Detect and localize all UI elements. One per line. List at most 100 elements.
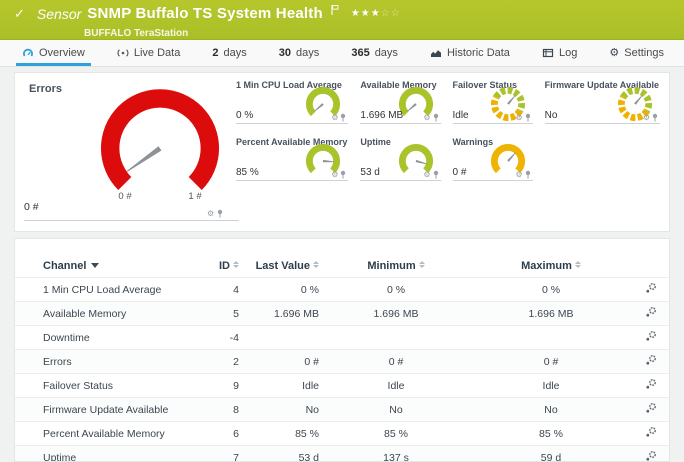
pin-icon[interactable] <box>217 209 223 218</box>
tab-label: Settings <box>624 47 664 59</box>
cell-channel[interactable]: Available Memory <box>15 301 203 326</box>
cell-channel[interactable]: Failover Status <box>15 373 203 398</box>
gauge-title: Available Memory <box>360 80 437 90</box>
tab-historic-data[interactable]: Historic Data <box>424 40 516 66</box>
gauge-available-memory: Available Memory 1.696 MB ⚙ <box>357 75 449 132</box>
gauge-value: No <box>544 110 558 121</box>
gauge-title: Failover Status <box>452 80 518 90</box>
sort-icon <box>418 260 425 268</box>
gear-icon[interactable]: ⚙ <box>331 169 339 179</box>
errors-gauge-dial <box>100 89 220 191</box>
gear-icon[interactable]: ⚙ <box>515 112 523 122</box>
divider <box>24 220 239 221</box>
channel-settings-icon[interactable] <box>645 355 657 369</box>
gauge-dial <box>398 144 433 174</box>
gauge-failover-status: Failover Status Idle ⚙ <box>450 75 542 132</box>
cell-channel[interactable]: Downtime <box>15 325 203 350</box>
pin-icon[interactable] <box>525 170 531 179</box>
tab-label: Log <box>558 47 578 59</box>
chart-icon <box>430 50 441 57</box>
channel-settings-icon[interactable] <box>645 427 657 441</box>
gear-icon[interactable]: ⚙ <box>331 112 339 122</box>
column-header-channel[interactable]: Channel <box>15 255 203 278</box>
stars-filled: ★★★ <box>350 8 381 19</box>
gauge-scale-max: 1 # <box>188 191 202 202</box>
column-header-maximum[interactable]: Maximum <box>467 255 635 278</box>
parent-device-link[interactable]: BUFFALO TeraStation <box>84 28 189 39</box>
cell-id: 7 <box>203 445 245 461</box>
table-header-row: Channel ID Last Value Minimum Maximum <box>15 255 669 278</box>
tab-overview[interactable]: Overview <box>16 40 91 66</box>
channel-settings-icon[interactable] <box>645 403 657 417</box>
channel-settings-icon[interactable] <box>645 331 657 345</box>
cell-last-value: 0 # <box>245 349 325 374</box>
pin-icon[interactable] <box>340 170 346 179</box>
table-row[interactable]: Available Memory 5 1.696 MB 1.696 MB 1.6… <box>15 301 669 326</box>
cell-channel[interactable]: 1 Min CPU Load Average <box>15 277 203 302</box>
sort-caret-icon <box>91 263 100 268</box>
gear-icon[interactable]: ⚙ <box>423 112 431 122</box>
gauge-icon <box>23 48 33 57</box>
channel-settings-icon[interactable] <box>645 379 657 393</box>
table-row[interactable]: 1 Min CPU Load Average 4 0 % 0 % 0 % <box>15 277 669 302</box>
cell-minimum: Idle <box>325 373 467 398</box>
table-row[interactable]: Failover Status 9 Idle Idle Idle <box>15 373 669 398</box>
gear-icon[interactable]: ⚙ <box>423 169 431 179</box>
divider <box>452 123 533 124</box>
sensor-kind-label: Sensor <box>36 5 82 22</box>
flag-icon[interactable] <box>331 2 339 20</box>
divider <box>360 180 441 181</box>
cell-last-value: 53 d <box>245 445 325 461</box>
gauge-value: Idle <box>452 110 469 121</box>
gauge-title: Errors <box>29 83 63 95</box>
column-header-last-value[interactable]: Last Value <box>245 255 325 278</box>
channel-settings-icon[interactable] <box>645 307 657 321</box>
tab-365-days[interactable]: 365 days <box>345 40 404 66</box>
cell-channel[interactable]: Percent Available Memory <box>15 421 203 446</box>
tab-settings[interactable]: ⚙ Settings <box>603 40 670 66</box>
tab-30-days[interactable]: 30 days <box>273 40 326 66</box>
cell-id: 2 <box>203 349 245 374</box>
gear-icon[interactable]: ⚙ <box>642 112 650 122</box>
table-row[interactable]: Percent Available Memory 6 85 % 85 % 85 … <box>15 421 669 446</box>
tab-label: days <box>296 47 320 59</box>
tab-label: days <box>223 47 247 59</box>
cell-minimum: 1.696 MB <box>325 301 467 326</box>
gauges-panel: Errors 0 # 1 # 0 # ⚙ 1 Min CP <box>14 72 670 232</box>
pin-icon[interactable] <box>652 113 658 122</box>
gauge-uptime: Uptime 53 d ⚙ <box>357 132 449 189</box>
pin-icon[interactable] <box>433 113 439 122</box>
channel-settings-icon[interactable] <box>645 283 657 297</box>
column-header-id[interactable]: ID <box>203 255 245 278</box>
tab-live-data[interactable]: Live Data <box>111 40 186 66</box>
column-header-minimum[interactable]: Minimum <box>325 255 467 278</box>
tab-2-days[interactable]: 2 days <box>206 40 252 66</box>
cell-channel[interactable]: Errors <box>15 349 203 374</box>
tab-log[interactable]: Log <box>536 40 583 66</box>
gauge-title: 1 Min CPU Load Average <box>236 80 342 90</box>
priority-stars[interactable]: ★★★☆☆ <box>351 8 401 19</box>
pin-icon[interactable] <box>525 113 531 122</box>
gear-icon[interactable]: ⚙ <box>515 169 523 179</box>
gauge-title: Firmware Update Available <box>544 80 659 90</box>
cell-channel[interactable]: Firmware Update Available <box>15 397 203 422</box>
pin-icon[interactable] <box>433 170 439 179</box>
sort-icon <box>313 260 319 268</box>
channel-settings-icon[interactable] <box>645 451 657 461</box>
cell-channel[interactable]: Uptime <box>15 445 203 461</box>
table-row[interactable]: Errors 2 0 # 0 # 0 # <box>15 349 669 374</box>
log-icon <box>542 48 554 58</box>
gauge-cell-empty <box>542 132 669 189</box>
gear-icon[interactable]: ⚙ <box>207 208 215 218</box>
cell-last-value: 0 % <box>245 277 325 302</box>
cell-maximum: Idle <box>467 373 635 398</box>
gauge-warnings: Warnings 0 # ⚙ <box>450 132 542 189</box>
pin-icon[interactable] <box>340 113 346 122</box>
table-row[interactable]: Uptime 7 53 d 137 s 59 d <box>15 445 669 461</box>
table-row[interactable]: Downtime -4 <box>15 325 669 350</box>
gauge-title: Percent Available Memory <box>236 137 348 147</box>
cell-minimum: 0 % <box>325 277 467 302</box>
cell-maximum: No <box>467 397 635 422</box>
channels-table-panel: Channel ID Last Value Minimum Maximum 1 … <box>14 238 670 462</box>
table-row[interactable]: Firmware Update Available 8 No No No <box>15 397 669 422</box>
